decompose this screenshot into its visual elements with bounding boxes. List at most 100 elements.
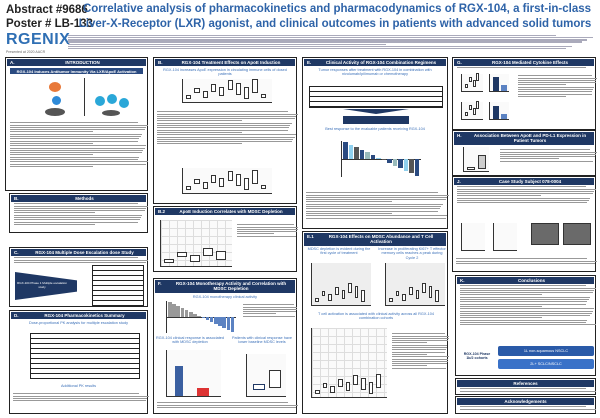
panel-letter: B.2 xyxy=(158,208,166,214)
text-line xyxy=(500,153,597,155)
waterfall-bar xyxy=(392,159,398,166)
text-line xyxy=(306,206,442,208)
text-line xyxy=(518,75,592,77)
apoe-induction-panel: B. RGX-104 Treatment Effects on ApoE Indu… xyxy=(153,57,298,204)
text-line xyxy=(10,131,94,133)
text-line xyxy=(157,138,294,140)
text-line xyxy=(10,163,147,165)
text-line xyxy=(10,161,148,163)
text-line xyxy=(157,136,295,138)
text-line xyxy=(392,342,427,344)
text-line xyxy=(460,322,587,324)
text-line xyxy=(157,143,243,145)
text-line xyxy=(68,48,567,50)
boxplot-box xyxy=(321,290,326,296)
additional-pk-title: Additional PK results xyxy=(60,384,97,388)
text-line xyxy=(10,140,138,142)
text-line xyxy=(14,223,95,225)
text-line xyxy=(14,210,145,212)
ki67-subtitle: Increase in proliferating KI67+ T effect… xyxy=(378,247,446,260)
pk-table xyxy=(30,333,140,379)
text-line xyxy=(157,113,298,115)
text-line xyxy=(13,395,149,397)
monotherapy-panel: F. RGX-104 Monotherapy Activity and Corre… xyxy=(153,278,298,414)
cohort-sclc: 2L+ SCLC/NSCLC xyxy=(498,359,594,369)
acknowledgements-panel: Acknowledgements xyxy=(455,396,596,414)
text-line xyxy=(306,199,446,201)
text-line xyxy=(460,312,592,314)
mono-left-subtitle: RGX-104 clinical response is associated … xyxy=(156,336,224,345)
text-line xyxy=(457,200,589,202)
boxplot-box xyxy=(334,286,339,295)
text-line xyxy=(10,129,145,131)
text-line xyxy=(10,142,94,144)
text-line xyxy=(14,261,147,263)
text-line xyxy=(460,294,543,296)
tcell-activation-chart xyxy=(311,328,387,398)
waterfall-bar xyxy=(209,317,214,323)
clinical-activity-panel: E. Clinical Activity of RGX-104 Combinati… xyxy=(302,57,449,229)
ct-scan-followup xyxy=(563,223,591,245)
text-line xyxy=(157,131,243,133)
text-line xyxy=(500,149,591,151)
boxplot-box xyxy=(428,286,433,298)
text-line xyxy=(460,406,587,408)
text-line xyxy=(237,233,275,235)
intro-subtitle: RGX-104 Induces Antitumor Immunity Via L… xyxy=(10,68,143,74)
text-line xyxy=(392,351,446,353)
boxplot-box xyxy=(252,170,258,184)
clinical-subtitle: Tumor responses after treatment with RGX… xyxy=(318,68,432,77)
text-line xyxy=(243,313,276,315)
mdsc-boxplot xyxy=(311,263,371,306)
panel-title: Acknowledgements xyxy=(504,398,547,404)
waterfall-bar xyxy=(197,315,201,317)
references-panel: References xyxy=(455,378,596,395)
boxplot-box xyxy=(177,251,187,257)
boxplot-box xyxy=(219,178,225,187)
text-line xyxy=(157,404,298,406)
text-line xyxy=(306,196,448,198)
waterfall-bar xyxy=(193,313,197,317)
boxplot-box xyxy=(330,386,335,393)
text-line xyxy=(456,258,587,260)
boxplot-box xyxy=(164,259,174,263)
text-line xyxy=(457,193,593,195)
text-line xyxy=(157,125,291,127)
text-line xyxy=(14,214,143,216)
poster-title-line2: Liver-X-Receptor (LXR) agonist, and clin… xyxy=(72,18,598,31)
text-line xyxy=(237,231,298,233)
waterfall-bar xyxy=(205,317,210,321)
text-line xyxy=(68,34,556,37)
text-line xyxy=(157,141,292,143)
boxplot-box xyxy=(476,100,480,109)
combination-waterfall-chart xyxy=(341,141,421,177)
waterfall-bar xyxy=(381,159,387,161)
apoe-mdsc-scatter xyxy=(160,220,232,267)
text-line xyxy=(460,319,588,321)
text-line xyxy=(14,221,139,223)
text-line xyxy=(457,67,586,69)
boxplot-box xyxy=(235,174,242,186)
study-funnel: RGX-104 Phase 1 Multiple escalation stud… xyxy=(15,272,77,300)
waterfall-bar xyxy=(201,317,206,318)
panel-letter: H. xyxy=(457,132,462,138)
case-line-chart-2 xyxy=(493,223,517,251)
pk-subtitle: Dose-proportional PK analysis for multip… xyxy=(29,321,128,325)
boxplot-box xyxy=(328,294,332,301)
panel-letter: G. xyxy=(457,59,462,65)
text-line xyxy=(457,186,586,188)
boxplot-box xyxy=(472,108,476,115)
cytokine-chart-1 xyxy=(461,72,483,92)
text-line xyxy=(237,224,295,226)
apoe-boxplot-1 xyxy=(182,79,272,103)
panel-letter: J. xyxy=(457,178,461,184)
text-line xyxy=(14,219,140,221)
text-line xyxy=(456,262,596,264)
text-line xyxy=(10,145,147,147)
boxplot-box xyxy=(203,247,213,256)
text-line xyxy=(10,138,140,140)
waterfall-bar xyxy=(409,159,414,174)
panel-title: Association Between ApoE and PD-L1 Expre… xyxy=(473,132,587,144)
text-line xyxy=(457,190,595,192)
text-line xyxy=(157,406,297,408)
